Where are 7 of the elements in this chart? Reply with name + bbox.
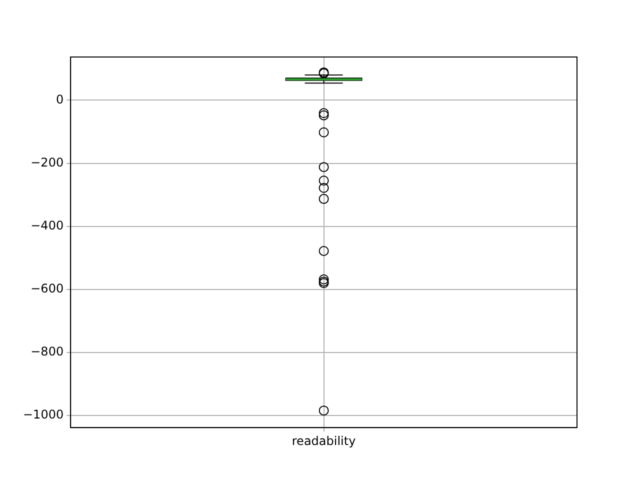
- y-tick-label: 0: [56, 92, 64, 106]
- y-tick-label: −400: [30, 218, 64, 232]
- y-tick-label: −600: [30, 282, 64, 296]
- y-tick-label: −1000: [23, 408, 64, 422]
- y-tick-label: −800: [30, 344, 64, 359]
- x-tick-label: readability: [292, 434, 356, 448]
- y-tick-label: −200: [30, 155, 64, 170]
